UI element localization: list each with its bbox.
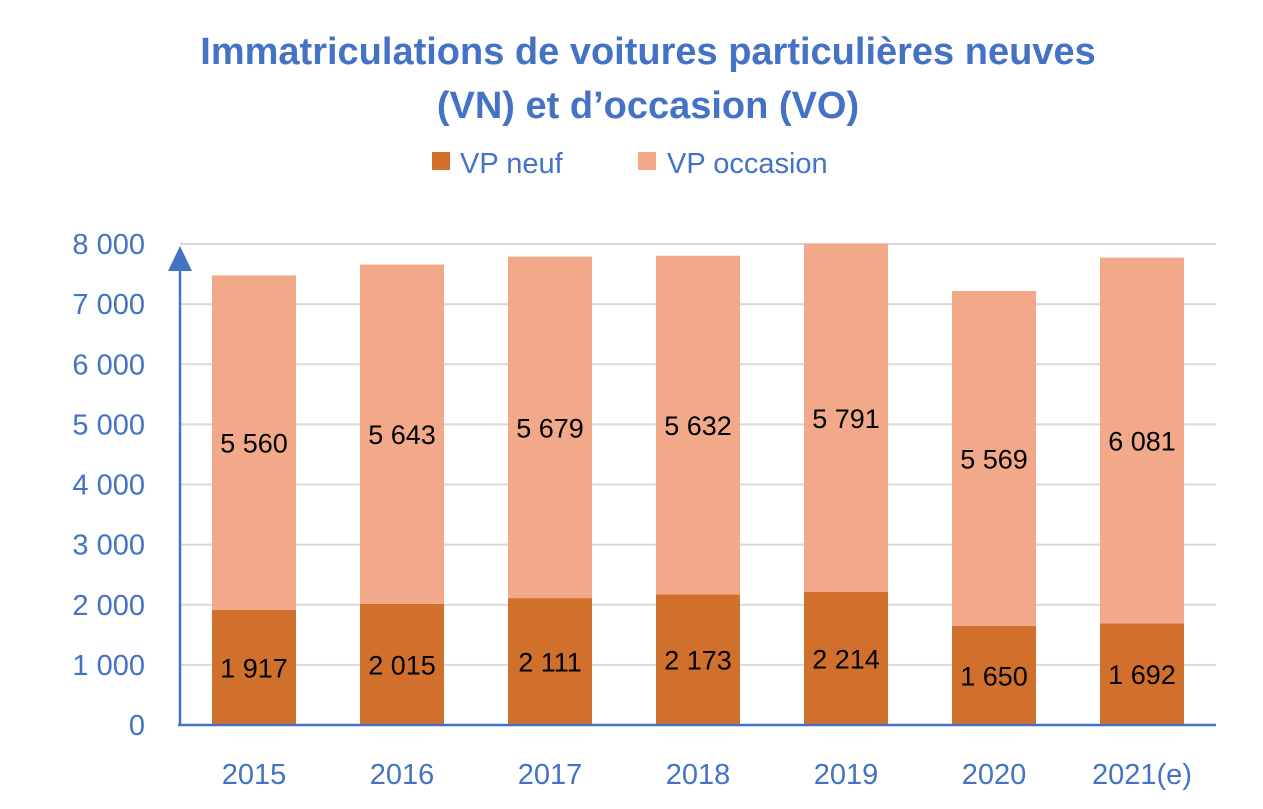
- bar-vp-occasion: [804, 243, 888, 592]
- data-label: 2 111: [518, 648, 582, 678]
- bar-vp-occasion: [360, 264, 444, 604]
- data-label: 2 015: [368, 650, 436, 680]
- bar-vp-occasion: [1100, 257, 1184, 624]
- x-tick-label: 2021(e): [1092, 759, 1192, 791]
- data-label: 5 643: [368, 420, 436, 450]
- x-tick-label: 2017: [518, 759, 583, 791]
- bar-vp-neuf: [212, 609, 296, 725]
- y-tick-label: 3 000: [72, 530, 145, 562]
- bar-vp-occasion: [508, 256, 592, 599]
- data-label: 6 081: [1108, 426, 1176, 456]
- data-labels: 1 917 5 560 2 015 5 643 2 111 5 679 2 173 5 632…: [220, 404, 1176, 692]
- data-label: 2 214: [812, 644, 880, 674]
- data-label: 5 791: [812, 404, 880, 434]
- bar-vp-neuf: [508, 598, 592, 725]
- x-axis-ticks: 2015 2016 2017 2018 2019 2020 2021(e): [222, 759, 1192, 791]
- bar-vp-occasion: [212, 275, 296, 610]
- y-tick-label: 8 000: [72, 229, 145, 261]
- legend: VP neuf VP occasion: [432, 148, 828, 180]
- y-tick-label: 7 000: [72, 289, 145, 321]
- legend-label-vp-neuf: VP neuf: [460, 148, 564, 180]
- data-label: 1 917: [220, 653, 288, 683]
- x-tick-label: 2015: [222, 759, 287, 791]
- y-axis-ticks: 0 1 000 2 000 3 000 4 000 5 000 6 000 7 000 8 00…: [72, 229, 145, 742]
- bar-vp-neuf: [804, 591, 888, 725]
- y-tick-label: 0: [129, 710, 145, 742]
- y-tick-label: 4 000: [72, 470, 145, 502]
- chart-title-line-1: Immatriculations de voitures particulièr…: [200, 31, 1095, 73]
- legend-swatch-vp-neuf: [432, 152, 450, 170]
- bars: [212, 243, 1184, 725]
- x-tick-label: 2018: [666, 759, 731, 791]
- bar-vp-neuf: [360, 603, 444, 725]
- x-tick-label: 2016: [370, 759, 435, 791]
- bar-vp-neuf: [656, 594, 740, 725]
- y-tick-label: 2 000: [72, 590, 145, 622]
- x-tick-label: 2019: [814, 759, 879, 791]
- legend-label-vp-occasion: VP occasion: [667, 148, 828, 180]
- bar-vp-occasion: [656, 255, 740, 595]
- y-tick-label: 1 000: [72, 650, 145, 682]
- bar-vp-neuf: [952, 625, 1036, 725]
- data-label: 5 560: [220, 429, 288, 459]
- chart-title-line-2: (VN) et d’occasion (VO): [437, 85, 859, 127]
- data-label: 2 173: [664, 646, 732, 676]
- data-label: 5 632: [664, 411, 732, 441]
- x-tick-label: 2020: [962, 759, 1027, 791]
- data-label: 1 650: [960, 661, 1028, 691]
- y-tick-label: 5 000: [72, 409, 145, 441]
- legend-swatch-vp-occasion: [638, 152, 656, 170]
- y-tick-label: 6 000: [72, 349, 145, 381]
- y-axis-arrow: [168, 246, 192, 271]
- data-label: 5 569: [960, 444, 1028, 474]
- bar-vp-neuf: [1100, 623, 1184, 725]
- data-label: 1 692: [1108, 660, 1176, 690]
- bar-vp-occasion: [952, 290, 1036, 626]
- data-label: 5 679: [516, 413, 584, 443]
